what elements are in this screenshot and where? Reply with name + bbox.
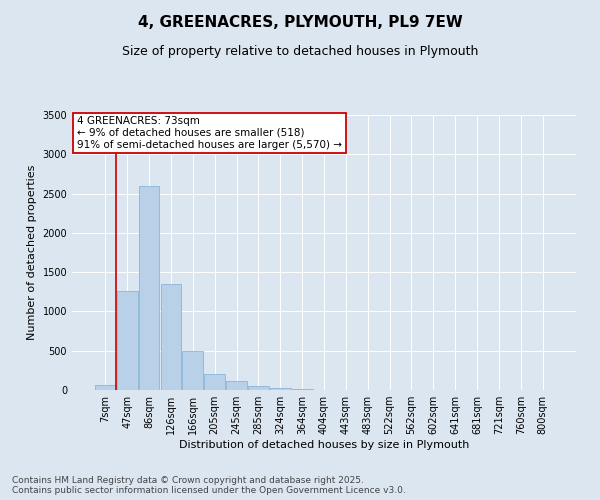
Bar <box>95 386 116 390</box>
Bar <box>139 186 160 390</box>
Y-axis label: Number of detached properties: Number of detached properties <box>27 165 37 340</box>
Bar <box>161 284 181 390</box>
Bar <box>292 389 313 390</box>
Bar <box>182 350 203 390</box>
Text: 4, GREENACRES, PLYMOUTH, PL9 7EW: 4, GREENACRES, PLYMOUTH, PL9 7EW <box>137 15 463 30</box>
X-axis label: Distribution of detached houses by size in Plymouth: Distribution of detached houses by size … <box>179 440 469 450</box>
Text: Contains HM Land Registry data © Crown copyright and database right 2025.
Contai: Contains HM Land Registry data © Crown c… <box>12 476 406 495</box>
Bar <box>270 388 290 390</box>
Bar <box>248 386 269 390</box>
Text: 4 GREENACRES: 73sqm
← 9% of detached houses are smaller (518)
91% of semi-detach: 4 GREENACRES: 73sqm ← 9% of detached hou… <box>77 116 342 150</box>
Text: Size of property relative to detached houses in Plymouth: Size of property relative to detached ho… <box>122 45 478 58</box>
Bar <box>204 374 225 390</box>
Bar <box>117 292 137 390</box>
Bar <box>226 380 247 390</box>
